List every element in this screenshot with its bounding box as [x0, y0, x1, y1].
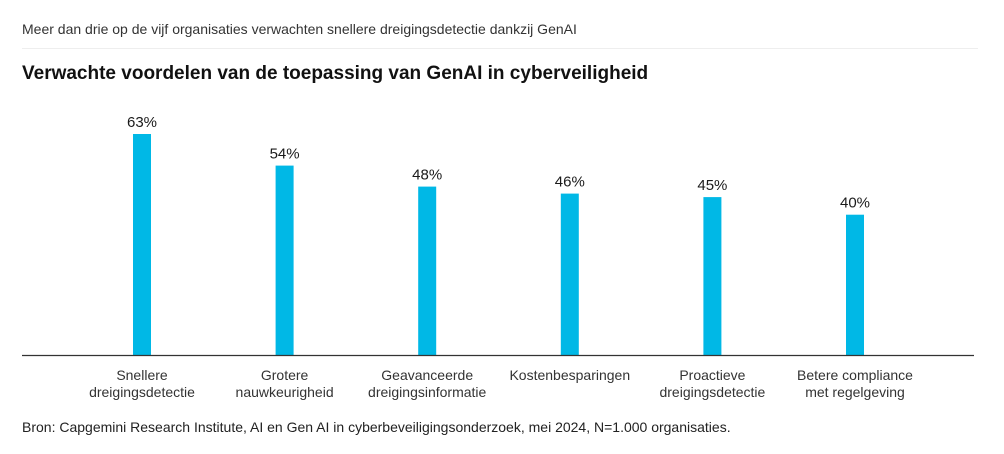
category-label-5: Proactieve dreigingsdetectie: [659, 367, 765, 400]
bar-4: [560, 193, 579, 355]
category-label-line: Grotere: [261, 367, 309, 383]
data-label-4: 46%: [555, 174, 585, 191]
bar-3: [418, 186, 437, 355]
data-label-6: 40%: [840, 195, 870, 212]
category-label-1: Snellere dreigingsdetectie: [89, 367, 195, 400]
data-label-3: 48%: [412, 167, 442, 184]
data-label-1: 63%: [127, 114, 157, 131]
category-label-line: dreigingsinformatie: [368, 384, 486, 400]
category-label-line: Snellere: [116, 367, 168, 383]
category-label-line: met regelgeving: [805, 384, 905, 400]
category-label-line: Betere compliance: [797, 367, 913, 383]
bar-5: [703, 197, 722, 355]
category-label-line: dreigingsdetectie: [659, 384, 765, 400]
category-label-line: nauwkeurigheid: [236, 384, 334, 400]
category-label-line: Geavanceerde: [381, 367, 473, 383]
bar-1: [133, 134, 151, 355]
chart-title: Verwachte voordelen van de toepassing va…: [22, 63, 649, 84]
source-note: Bron: Capgemini Research Institute, AI e…: [22, 419, 731, 435]
category-label-3: Geavanceerde dreigingsinformatie: [368, 367, 486, 400]
category-label-line: dreigingsdetectie: [89, 384, 195, 400]
category-label-line: Kostenbesparingen: [509, 367, 630, 383]
category-label-6: Betere compliance met regelgeving: [797, 367, 913, 400]
data-label-5: 45%: [697, 177, 727, 194]
category-label-line: Proactieve: [679, 367, 745, 383]
category-label-2: Grotere nauwkeurigheid: [236, 367, 334, 400]
bar-2: [275, 165, 294, 355]
data-label-2: 54%: [270, 146, 300, 163]
bar-6: [846, 214, 864, 355]
category-label-4: Kostenbesparingen: [509, 367, 630, 383]
header-divider: [22, 48, 978, 49]
chart-subtitle: Meer dan drie op de vijf organisaties ve…: [22, 21, 577, 37]
